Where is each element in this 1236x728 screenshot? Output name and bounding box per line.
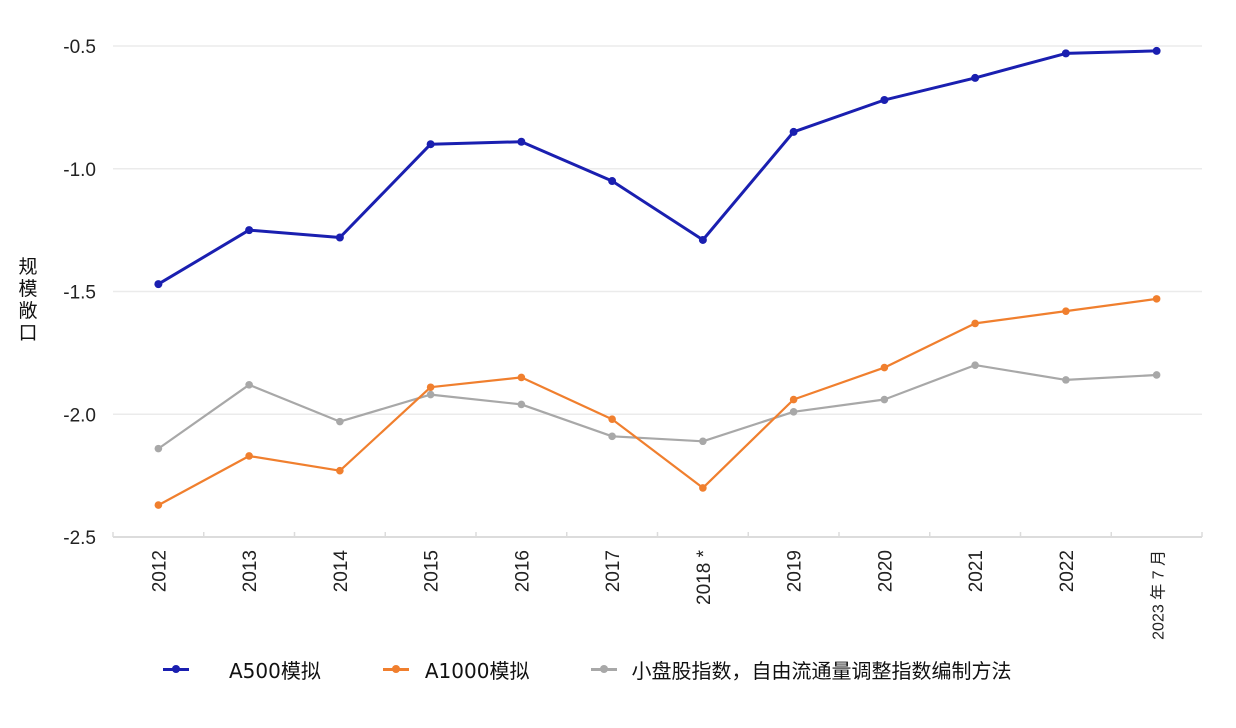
gridlines (113, 45, 1202, 415)
y-tick-label: -1.0 (63, 160, 96, 181)
x-tick-label: 2013 (240, 550, 261, 592)
data-point-marker[interactable] (154, 280, 163, 289)
chart-legend: A500模拟 A1000模拟 小盘股指数，自由流通量调整指数编制方法 (163, 652, 1073, 686)
data-point-marker[interactable] (1062, 307, 1070, 315)
x-tick-label: 2020 (875, 550, 896, 592)
y-tick-label: -0.5 (63, 37, 96, 58)
data-series (154, 46, 1161, 509)
y-axis-label: 规 模 敞 口 (14, 256, 42, 344)
y-tick-label: -2.5 (63, 528, 96, 549)
data-point-marker[interactable] (245, 226, 254, 235)
data-point-marker[interactable] (517, 373, 526, 382)
data-point-marker[interactable] (517, 400, 526, 409)
data-point-marker[interactable] (608, 177, 617, 186)
data-point-marker[interactable] (880, 395, 889, 404)
x-axis: 2012 2013 2014 2015 2016 2017 2018 * 2019 2020 20… (112, 532, 1203, 640)
legend-line-marker-icon (382, 664, 409, 674)
series-path (157, 364, 1157, 450)
data-point-marker[interactable] (336, 466, 344, 475)
x-tick-label: 2018 * (694, 549, 715, 605)
data-point-marker[interactable] (789, 395, 798, 404)
data-point-marker[interactable] (335, 233, 344, 242)
y-tick-label: -1.5 (63, 283, 96, 304)
y-axis-label-char: 敞 (18, 300, 38, 322)
data-point-marker[interactable] (608, 415, 616, 423)
data-point-marker[interactable] (971, 73, 980, 82)
data-point-marker[interactable] (880, 363, 889, 372)
data-point-marker[interactable] (517, 137, 526, 146)
y-axis-label-char: 模 (18, 278, 38, 300)
data-point-marker[interactable] (154, 444, 163, 453)
x-tick-label: 2021 (966, 550, 987, 592)
series-path (157, 49, 1157, 286)
x-tick-label: 2015 (422, 550, 443, 592)
data-point-marker[interactable] (1152, 371, 1161, 379)
x-tick-label: 2012 (149, 550, 170, 592)
data-point-marker[interactable] (336, 417, 344, 426)
x-tick-label: 2022 (1057, 550, 1078, 592)
y-tick-label: -2.0 (63, 405, 96, 426)
legend-item-a1000[interactable]: A1000模拟 (382, 655, 530, 684)
series-path (157, 297, 1157, 507)
x-tick-label: 2019 (785, 550, 806, 592)
y-axis-ticks: -0.5 -1.0 -1.5 -2.0 -2.5 (63, 37, 96, 549)
series-line (154, 295, 1161, 509)
data-point-marker[interactable] (789, 407, 798, 416)
legend-line-marker-icon (163, 664, 189, 674)
x-tick-label: 2016 (512, 550, 533, 592)
legend-item-a500[interactable]: A500模拟 (163, 655, 321, 684)
data-point-marker[interactable] (1152, 295, 1161, 303)
y-axis-label-char: 口 (18, 322, 38, 344)
y-axis-label-char: 规 (18, 256, 38, 278)
data-point-marker[interactable] (245, 380, 253, 389)
data-point-marker[interactable] (971, 319, 979, 328)
legend-item-small-cap-index[interactable]: 小盘股指数，自由流通量调整指数编制方法 (591, 655, 1011, 684)
data-point-marker[interactable] (699, 484, 707, 492)
data-point-marker[interactable] (971, 361, 979, 369)
x-tick-label: 2023 年 7 月 (1150, 550, 1168, 640)
data-point-marker[interactable] (1062, 376, 1070, 384)
data-point-marker[interactable] (608, 432, 616, 441)
data-point-marker[interactable] (1061, 49, 1070, 58)
series-line (154, 46, 1161, 289)
data-point-marker[interactable] (426, 383, 435, 392)
legend-line-marker-icon (591, 664, 618, 674)
legend-label: A500模拟 (229, 658, 321, 683)
data-point-marker[interactable] (426, 140, 435, 149)
x-tick-label: 2017 (603, 550, 624, 592)
data-point-marker[interactable] (880, 96, 889, 105)
legend-label: A1000模拟 (424, 658, 530, 683)
data-point-marker[interactable] (699, 437, 707, 446)
legend-label: 小盘股指数，自由流通量调整指数编制方法 (631, 658, 1012, 683)
data-point-marker[interactable] (426, 390, 435, 399)
data-point-marker[interactable] (789, 127, 798, 136)
series-line (154, 361, 1161, 453)
data-point-marker[interactable] (698, 235, 707, 244)
x-tick-label: 2014 (331, 550, 352, 593)
data-point-marker[interactable] (154, 501, 163, 509)
data-point-marker[interactable] (1152, 46, 1161, 55)
data-point-marker[interactable] (245, 452, 253, 460)
